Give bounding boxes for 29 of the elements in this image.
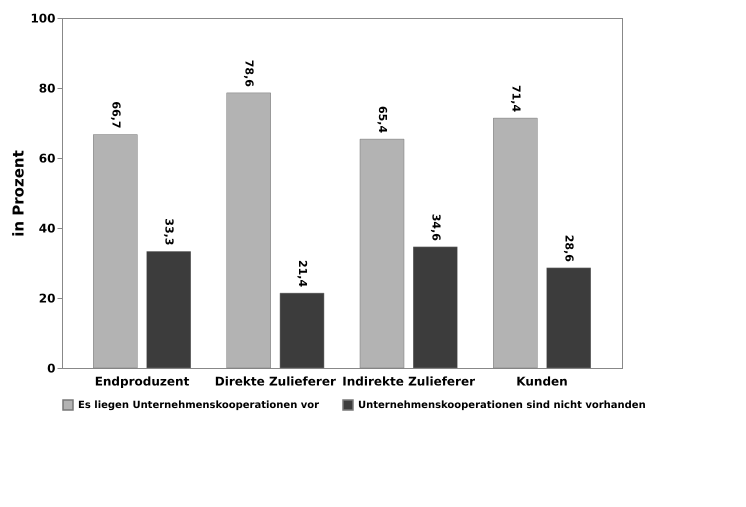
x-tick-label: Kunden	[516, 374, 568, 388]
data-label: 71,4	[509, 84, 522, 112]
y-tick-label: 40	[38, 222, 56, 236]
y-tick-label: 100	[30, 12, 56, 26]
x-tick-label: Direkte Zulieferer	[214, 374, 336, 388]
bar	[413, 246, 458, 368]
bar	[93, 134, 138, 368]
data-label: 78,6	[242, 60, 256, 88]
x-tick-label: Endproduzent	[94, 374, 190, 388]
bar	[280, 292, 324, 368]
y-tick-label: 0	[47, 362, 56, 376]
bar	[360, 138, 404, 368]
y-axis-title: in Prozent	[9, 150, 28, 237]
data-label: 28,6	[562, 234, 576, 262]
bar	[546, 268, 591, 368]
y-tick-label: 80	[38, 82, 56, 96]
x-tick-label: Indirekte Zulieferer	[342, 374, 476, 388]
bar	[146, 251, 191, 368]
data-label: 33,3	[162, 218, 176, 246]
bar	[493, 118, 538, 368]
y-tick-label: 60	[38, 152, 56, 166]
legend-label: Unternehmenskooperationen sind nicht vorhanden	[358, 400, 646, 411]
data-label: 21,4	[296, 260, 309, 288]
bar	[226, 92, 271, 368]
y-tick-label: 20	[38, 292, 56, 306]
data-label: 65,4	[376, 106, 389, 134]
legend-label: Es liegen Unternehmenskooperationen vor	[78, 400, 320, 411]
data-label: 66,7	[109, 101, 122, 129]
data-label: 34,6	[429, 214, 442, 242]
